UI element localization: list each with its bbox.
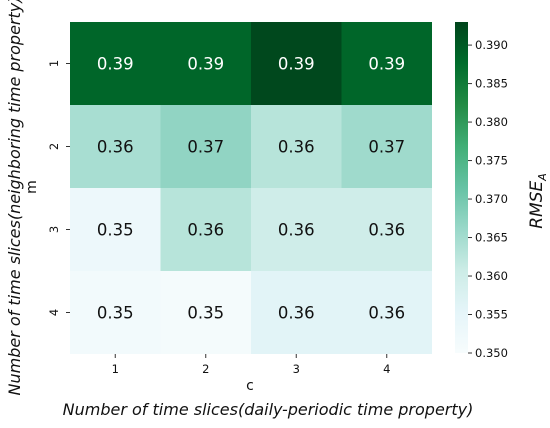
colorbar-gradient xyxy=(455,22,468,353)
colorbar-title-base: RMSE xyxy=(527,181,547,229)
cell-value-label: 0.37 xyxy=(368,138,405,157)
cell-value-label: 0.36 xyxy=(278,221,315,240)
y-tick-label: 4 xyxy=(47,309,61,316)
colorbar-tick-label: 0.360 xyxy=(475,269,508,283)
heatmap-cell xyxy=(70,105,161,188)
x-tick-label: 3 xyxy=(293,362,300,376)
colorbar-title-sub: A xyxy=(536,173,549,182)
heatmap-cell xyxy=(251,188,342,271)
x-tick-label: 1 xyxy=(112,362,119,376)
cell-value-label: 0.36 xyxy=(278,138,315,157)
colorbar-tick-label: 0.350 xyxy=(475,346,508,360)
y-tick-label: 2 xyxy=(47,143,61,150)
heatmap-cell xyxy=(160,188,251,271)
heatmap-cell xyxy=(70,188,161,271)
colorbar-tick-label: 0.370 xyxy=(475,192,508,206)
colorbar-tick-label: 0.365 xyxy=(475,231,508,245)
heatmap-cell xyxy=(160,105,251,188)
colorbar: 0.350 0.355 0.360 0.365 0.370 0.375 0.380 0.385… xyxy=(455,22,508,360)
cell-value-label: 0.37 xyxy=(187,138,224,157)
x-axis-description: Number of time slices(daily-periodic tim… xyxy=(63,400,474,419)
colorbar-title: RMSEA xyxy=(527,173,549,229)
colorbar-tick-label: 0.385 xyxy=(475,77,508,91)
cell-value-label: 0.39 xyxy=(97,55,134,74)
axis-ticks: 1 2 3 4 1 2 3 4 xyxy=(47,60,390,376)
colorbar-tick-label: 0.390 xyxy=(475,38,508,52)
heatmap-cell xyxy=(341,105,432,188)
heatmap-cell xyxy=(160,22,251,105)
cell-value-label: 0.36 xyxy=(368,221,405,240)
cell-value-label: 0.39 xyxy=(368,55,405,74)
cell-value-label: 0.39 xyxy=(278,55,315,74)
x-tick-label: 4 xyxy=(383,362,390,376)
x-axis-symbol: c xyxy=(246,378,254,394)
colorbar-tick-label: 0.380 xyxy=(475,115,508,129)
y-tick-label: 3 xyxy=(47,226,61,233)
cell-value-label: 0.36 xyxy=(187,221,224,240)
heatmap-cell xyxy=(341,271,432,354)
y-axis-symbol: m xyxy=(24,180,40,194)
heatmap-cell xyxy=(70,22,161,105)
heatmap-cell xyxy=(341,188,432,271)
heatmap-cell xyxy=(70,271,161,354)
heatmap-cell xyxy=(251,105,342,188)
cell-value-label: 0.36 xyxy=(278,304,315,323)
colorbar-tick-label: 0.375 xyxy=(475,154,508,168)
heatmap-cells: 0.39 0.39 0.39 0.39 0.36 0.37 0.36 0.37 0.35 0.36… xyxy=(70,22,432,354)
cell-value-label: 0.39 xyxy=(187,55,224,74)
y-axis-description: Number of time slices(neighboring time p… xyxy=(5,0,24,395)
x-tick-label: 2 xyxy=(202,362,209,376)
heatmap-cell xyxy=(251,22,342,105)
heatmap-cell xyxy=(160,271,251,354)
cell-value-label: 0.35 xyxy=(187,304,224,323)
heatmap-cell xyxy=(251,271,342,354)
y-tick-label: 1 xyxy=(47,60,61,67)
cell-value-label: 0.36 xyxy=(97,138,134,157)
cell-value-label: 0.36 xyxy=(368,304,405,323)
colorbar-tick-label: 0.355 xyxy=(475,308,508,322)
cell-value-label: 0.35 xyxy=(97,221,134,240)
heatmap-cell xyxy=(341,22,432,105)
cell-value-label: 0.35 xyxy=(97,304,134,323)
